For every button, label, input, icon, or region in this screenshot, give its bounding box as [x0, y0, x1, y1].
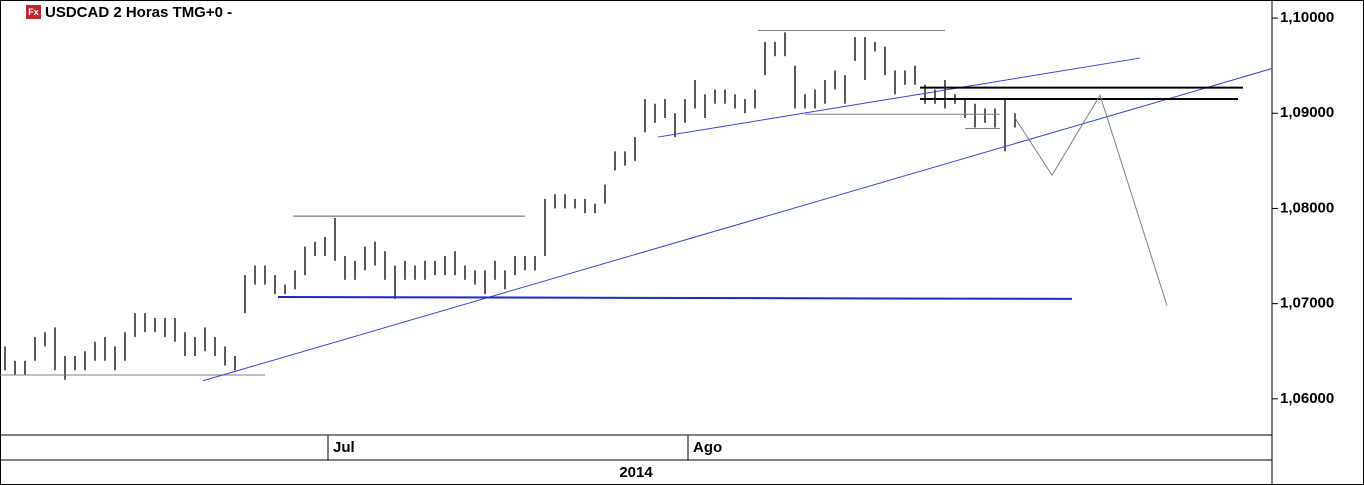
- y-tick-label: 1,09000: [1280, 104, 1334, 121]
- y-tick-label: 1,07000: [1280, 295, 1334, 312]
- trend-line: [1014, 93, 1168, 306]
- trend-line: [657, 57, 1141, 138]
- trend-line: [202, 68, 1273, 382]
- y-tick-label: 1,06000: [1280, 390, 1334, 407]
- chart-title: USDCAD 2 Horas TMG+0 -: [45, 4, 232, 21]
- x-tick-label: Jul: [333, 439, 355, 456]
- x-tick-label: Ago: [693, 439, 722, 456]
- trend-line: [277, 295, 1073, 300]
- y-tick-label: 1,10000: [1280, 9, 1334, 26]
- icon-text: Fx: [28, 7, 39, 17]
- year-label: 2014: [619, 464, 653, 481]
- y-tick-label: 1,08000: [1280, 199, 1334, 216]
- icon: [26, 5, 41, 19]
